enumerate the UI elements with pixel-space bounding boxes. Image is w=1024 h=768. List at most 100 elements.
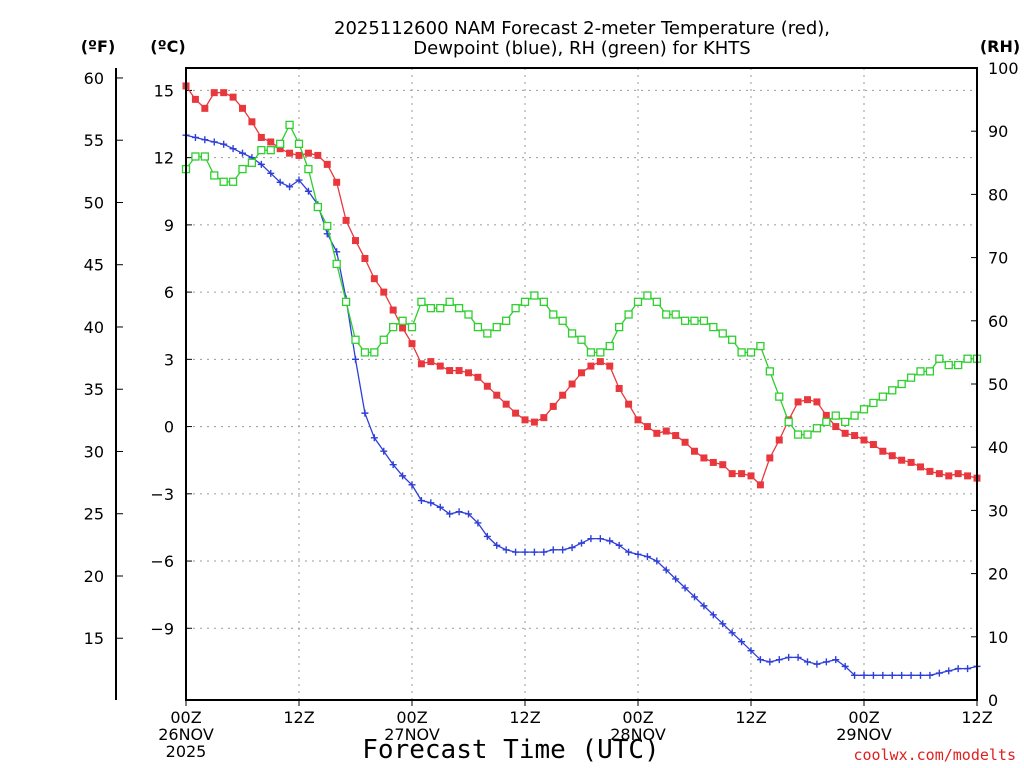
dewpoint-point: [436, 503, 444, 511]
dewpoint-point: [352, 355, 359, 363]
rh-tick-label: 80: [988, 185, 1008, 204]
dewpoint-point: [888, 671, 896, 679]
dewpoint-point: [286, 183, 294, 191]
dewpoint-point: [276, 178, 284, 186]
rh-point: [436, 304, 445, 313]
dewpoint-point: [738, 638, 746, 646]
rh-point: [351, 335, 360, 344]
celsius-tick-label: −9: [150, 619, 174, 638]
rh-series: [181, 120, 982, 439]
rh-point: [558, 316, 567, 325]
2-meter-temperature-point: [888, 452, 896, 460]
rh-point: [520, 297, 530, 306]
2-meter-temperature-point: [964, 472, 972, 480]
2-meter-temperature-point: [455, 367, 463, 375]
rh-point: [304, 164, 313, 174]
x-tick-label: 00Z: [170, 708, 201, 727]
rh-point: [925, 367, 935, 376]
2-meter-temperature-point: [709, 458, 717, 466]
rh-point: [454, 304, 464, 313]
rh-point: [709, 322, 718, 332]
dewpoint-point: [822, 658, 830, 666]
rh-point: [728, 335, 737, 344]
2-meter-temperature-point: [606, 362, 614, 370]
rh-point: [888, 386, 897, 395]
dewpoint-point: [851, 671, 859, 679]
rh-tick-label: 70: [988, 249, 1008, 268]
2-meter-temperature-point: [954, 470, 962, 478]
rh-point: [784, 417, 793, 427]
2-meter-temperature-series: [182, 82, 981, 489]
dewpoint-point: [220, 140, 228, 148]
dewpoint-point: [474, 519, 482, 527]
rh-point: [483, 329, 492, 338]
2-meter-temperature-point: [822, 411, 830, 419]
dewpoint-point: [389, 461, 397, 469]
rh-tick-label: 10: [988, 628, 1008, 647]
rh-point: [859, 405, 869, 414]
rh-point: [624, 310, 633, 319]
dewpoint-point: [935, 669, 943, 677]
dewpoint-point: [578, 539, 585, 547]
rh-point: [332, 259, 341, 269]
dewpoint-point: [879, 671, 887, 679]
2-meter-temperature-point: [879, 447, 887, 455]
2-meter-temperature-point: [860, 436, 868, 444]
dewpoint-point: [370, 434, 378, 442]
fahrenheit-tick-label: 15: [84, 629, 104, 648]
rh-point: [906, 373, 916, 382]
rh-point: [238, 164, 247, 174]
x-tick-label: 12Z: [283, 708, 314, 727]
2-meter-temperature-point: [832, 423, 840, 431]
2-meter-temperature-point: [700, 454, 708, 462]
2-meter-temperature-point: [370, 275, 378, 283]
2-meter-temperature-point: [229, 93, 237, 101]
fahrenheit-tick-label: 45: [84, 256, 104, 275]
2-meter-temperature-point: [917, 463, 924, 471]
rh-point: [737, 348, 746, 357]
2-meter-temperature-point: [804, 396, 811, 404]
dewpoint-point: [643, 553, 651, 561]
2-meter-temperature-point: [851, 432, 859, 440]
2-meter-temperature-point: [549, 402, 557, 410]
dewpoint-point: [756, 656, 764, 664]
rh-point: [266, 146, 275, 155]
rh-point: [276, 139, 285, 148]
2-meter-temperature-point: [681, 438, 689, 446]
rh-point: [417, 297, 426, 306]
2-meter-temperature-point: [201, 104, 209, 112]
dewpoint-point: [926, 671, 934, 679]
2-meter-temperature-point: [634, 416, 642, 424]
2-meter-temperature-point: [399, 324, 407, 332]
celsius-tick-label: 9: [164, 216, 174, 235]
dewpoint-point: [540, 548, 548, 556]
2-meter-temperature-point: [672, 432, 680, 440]
dewpoint-point: [869, 671, 877, 679]
rh-point: [323, 221, 332, 231]
x-tick-label: 00Z: [848, 708, 879, 727]
rh-point: [294, 139, 304, 148]
rh-point: [775, 392, 784, 401]
2-meter-temperature-point: [342, 216, 350, 224]
dewpoint-point: [229, 145, 237, 153]
2-meter-temperature-point: [502, 400, 510, 408]
2-meter-temperature-point: [530, 418, 538, 426]
2-meter-temperature-point: [662, 427, 670, 435]
2-meter-temperature-point: [389, 306, 397, 314]
dewpoint-point: [794, 653, 802, 661]
x-tick-label: 12Z: [735, 708, 766, 727]
x-tick-label: 26NOV: [158, 725, 214, 744]
2-meter-temperature-point: [417, 360, 425, 368]
rh-tick-label: 40: [988, 438, 1008, 457]
rh-point: [596, 348, 605, 357]
rh-point: [718, 329, 727, 338]
dewpoint-point: [719, 620, 727, 628]
2-meter-temperature-point: [257, 133, 265, 141]
rh-point: [690, 316, 699, 325]
2-meter-temperature-point: [766, 454, 774, 462]
chart-title-line-1: 2025112600 NAM Forecast 2-meter Temperat…: [334, 18, 830, 39]
2-meter-temperature-point: [625, 400, 633, 408]
2-meter-temperature-point: [521, 416, 529, 424]
fahrenheit-tick-label: 20: [84, 567, 104, 586]
